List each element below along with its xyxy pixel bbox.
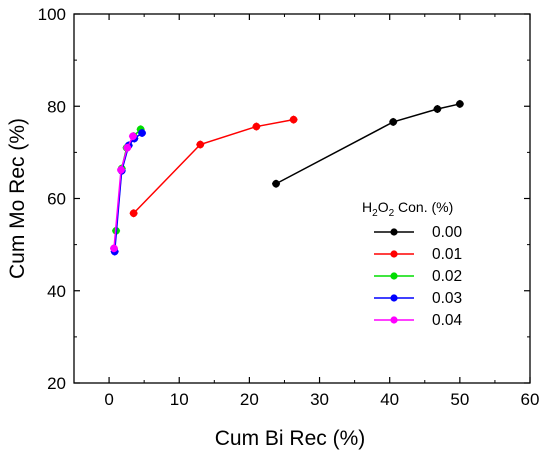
- x-tick-label: 10: [170, 390, 189, 409]
- y-tick-label: 80: [47, 97, 66, 116]
- data-point: [289, 115, 298, 124]
- x-axis-title: Cum Bi Rec (%): [215, 427, 366, 450]
- axes-layer: 0 10 20 30 40 50 60 20 40 60 80 100: [38, 5, 540, 409]
- legend-marker: [390, 250, 398, 258]
- series-line: [133, 118, 294, 214]
- legend-marker: [390, 294, 398, 302]
- series-layer: [109, 99, 464, 256]
- legend-label: 0.01: [432, 246, 462, 263]
- series-0.01: [129, 115, 298, 218]
- legend: H2O2 Con. (%)0.000.010.020.030.04: [362, 199, 463, 329]
- x-tick-label: 40: [380, 390, 399, 409]
- legend-label: 0.03: [432, 290, 462, 307]
- data-point: [252, 122, 261, 131]
- legend-title-part: 2: [389, 208, 395, 219]
- x-tick-label: 30: [310, 390, 329, 409]
- x-tick-label: 0: [104, 390, 113, 409]
- data-point: [389, 118, 398, 126]
- legend-label: 0.02: [432, 268, 462, 285]
- legend-label: 0.04: [432, 312, 463, 329]
- data-point: [272, 179, 280, 188]
- series-line: [275, 103, 461, 185]
- series-line: [113, 135, 134, 249]
- legend-title-part: H: [362, 199, 372, 215]
- legend-marker: [390, 272, 398, 280]
- y-tick-label: 100: [38, 5, 66, 24]
- data-point: [138, 129, 146, 137]
- x-tick-label: 50: [450, 390, 469, 409]
- data-point: [433, 105, 442, 113]
- series-0.04: [109, 132, 137, 253]
- x-tick-label: 20: [240, 390, 259, 409]
- legend-title-part: O: [378, 199, 389, 215]
- legend-item-0.01: 0.01: [374, 246, 462, 263]
- legend-item-0.04: 0.04: [374, 312, 463, 329]
- legend-title-part: Con. (%): [394, 199, 453, 215]
- data-point: [110, 244, 118, 253]
- series-0.00: [272, 99, 464, 188]
- legend-title-part: 2: [372, 208, 378, 219]
- legend-title: H2O2 Con. (%): [362, 199, 453, 219]
- data-point: [123, 143, 132, 152]
- data-point: [117, 166, 125, 174]
- y-tick-label: 40: [47, 282, 66, 301]
- data-point: [129, 132, 137, 141]
- data-point: [129, 209, 138, 218]
- data-point: [455, 100, 464, 108]
- x-tick-label: 60: [521, 390, 540, 409]
- y-tick-label: 20: [47, 374, 66, 393]
- legend-label: 0.00: [432, 224, 463, 241]
- legend-marker: [390, 316, 398, 324]
- legend-item-0.00: 0.00: [374, 224, 463, 241]
- legend-item-0.02: 0.02: [374, 268, 462, 285]
- y-axis-title: Cum Mo Rec (%): [6, 118, 29, 279]
- legend-marker: [390, 228, 398, 236]
- y-tick-label: 60: [47, 190, 66, 209]
- legend-item-0.03: 0.03: [374, 290, 462, 307]
- data-point: [196, 140, 205, 149]
